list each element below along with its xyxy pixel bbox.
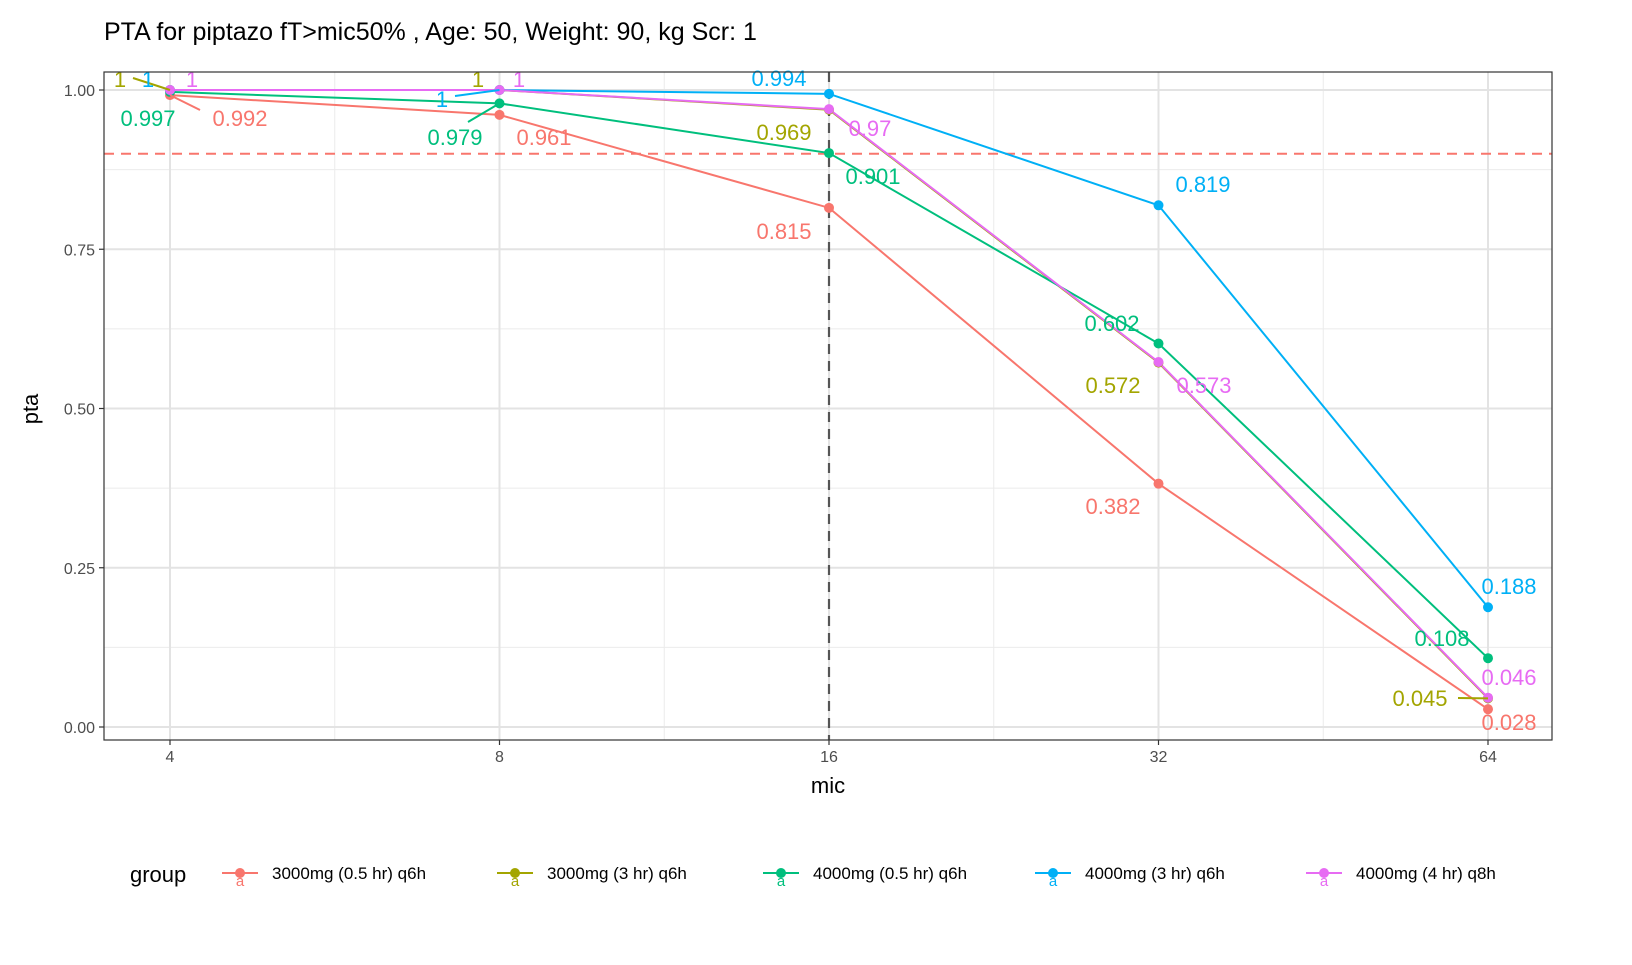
data-label: 0.819: [1175, 172, 1230, 197]
legend-key-glyph: a: [1049, 873, 1058, 890]
data-label: 1: [114, 67, 126, 92]
data-label: 0.969: [756, 120, 811, 145]
data-point: [1154, 479, 1164, 489]
legend: group a 3000mg (0.5 hr) q6h a 3000mg (3 hr)…: [130, 862, 1496, 890]
legend-item-label: 3000mg (0.5 hr) q6h: [272, 864, 426, 883]
data-label: 0.188: [1481, 574, 1536, 599]
x-tick-label: 8: [495, 749, 504, 766]
data-label: 1: [436, 87, 448, 112]
x-tick-label: 4: [166, 749, 175, 766]
legend-item-label: 3000mg (3 hr) q6h: [547, 864, 687, 883]
y-axis-label: pta: [18, 393, 43, 424]
data-point: [495, 110, 505, 120]
data-label: 0.997: [120, 106, 175, 131]
data-label: 0.815: [756, 219, 811, 244]
data-label: 0.602: [1084, 311, 1139, 336]
data-label: 0.992: [212, 106, 267, 131]
data-point: [1154, 339, 1164, 349]
y-tick-label: 0.25: [64, 561, 95, 578]
data-point: [824, 148, 834, 158]
x-tick-label: 32: [1150, 749, 1168, 766]
data-label: 1: [142, 67, 154, 92]
x-axis-label: mic: [811, 773, 845, 798]
legend-key-glyph: a: [236, 873, 245, 890]
data-label: 0.97: [849, 116, 892, 141]
legend-key-glyph: a: [777, 873, 786, 890]
data-point: [1154, 200, 1164, 210]
data-label: 0.961: [516, 125, 571, 150]
data-point: [824, 203, 834, 213]
data-point: [824, 104, 834, 114]
data-point: [1483, 653, 1493, 663]
data-point: [1483, 602, 1493, 612]
legend-item-label: 4000mg (4 hr) q8h: [1356, 864, 1496, 883]
data-label: 0.045: [1392, 686, 1447, 711]
data-label: 0.979: [427, 125, 482, 150]
data-label: 1: [472, 67, 484, 92]
data-point: [1154, 357, 1164, 367]
data-point: [824, 89, 834, 99]
y-tick-label: 0.50: [64, 402, 95, 419]
data-label: 0.901: [845, 164, 900, 189]
data-label: 0.382: [1085, 494, 1140, 519]
data-label: 0.108: [1414, 626, 1469, 651]
legend-key-glyph: a: [1320, 873, 1329, 890]
legend-title: group: [130, 862, 186, 887]
data-label: 1: [513, 67, 525, 92]
data-label: 0.572: [1085, 373, 1140, 398]
legend-key-glyph: a: [511, 873, 520, 890]
legend-item-label: 4000mg (0.5 hr) q6h: [813, 864, 967, 883]
y-tick-label: 0.00: [64, 720, 95, 737]
x-tick-label: 64: [1479, 749, 1497, 766]
y-tick-label: 1.00: [64, 83, 95, 100]
data-label: 0.994: [751, 66, 806, 91]
data-label: 1: [186, 67, 198, 92]
data-label: 0.028: [1481, 710, 1536, 735]
data-label: 0.573: [1176, 373, 1231, 398]
data-label: 0.046: [1481, 665, 1536, 690]
y-tick-label: 0.75: [64, 242, 95, 259]
x-tick-label: 16: [820, 749, 838, 766]
legend-item-label: 4000mg (3 hr) q6h: [1085, 864, 1225, 883]
chart-title: PTA for piptazo fT>mic50% , Age: 50, Wei…: [104, 18, 757, 46]
